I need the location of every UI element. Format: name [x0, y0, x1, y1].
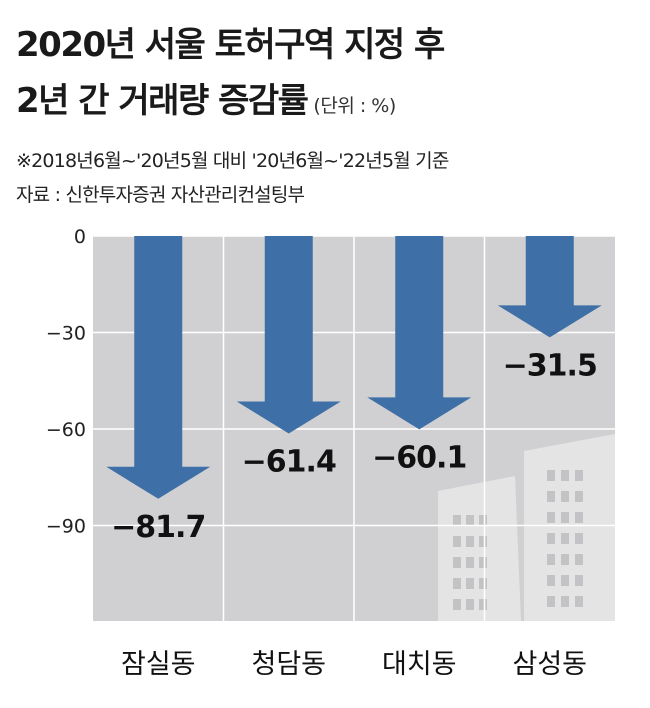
value-label: −60.1: [372, 440, 466, 475]
source-note: 자료 : 신한투자증권 자산관리컨설팅부: [16, 184, 305, 206]
chart-title-line1: 2020년 서울 토허구역 지정 후: [16, 25, 445, 65]
category-labels: 잠실동 청담동 대치동 삼성동: [121, 649, 587, 680]
category-label: 삼성동: [512, 649, 587, 680]
building-left-windows: [453, 515, 487, 610]
category-label: 잠실동: [121, 649, 196, 680]
bar-arrow: [367, 236, 472, 430]
bar-arrow: [236, 236, 341, 434]
y-tick-label: 0: [74, 226, 86, 248]
y-tick-label: −60: [46, 419, 86, 441]
basis-note: ※2018년6월~'20년5월 대비 '20년6월~'22년5월 기준: [16, 150, 449, 172]
value-labels: −81.7 −61.4 −60.1 −31.5: [111, 348, 598, 545]
value-label: −61.4: [242, 445, 336, 480]
value-label: −31.5: [503, 348, 597, 383]
building-right-windows: [547, 470, 583, 607]
bar-arrows: [106, 236, 602, 499]
building-illustration: [438, 434, 615, 621]
gridlines: [93, 235, 615, 621]
category-label: 청담동: [251, 649, 326, 680]
value-label: −81.7: [111, 510, 205, 545]
chart-title-line2: 2년 간 거래량 증감률 (단위 : %): [16, 84, 396, 118]
category-label: 대치동: [382, 649, 457, 680]
bar-chart: 0 −30 −60 −90 −81.7 −61.4 −60.1 −31.5 잠실동 청담동 대치…: [46, 226, 615, 680]
bar-arrow: [497, 236, 602, 338]
unit-label: (단위 : %): [313, 95, 396, 117]
y-tick-label: −30: [46, 323, 86, 345]
building-right: [524, 434, 615, 621]
chart-title-line2-text: 2년 간 거래량 증감률: [16, 81, 309, 121]
bar-arrow: [106, 236, 211, 499]
y-axis-ticks: 0 −30 −60 −90: [46, 226, 86, 538]
y-tick-label: −90: [46, 516, 86, 538]
